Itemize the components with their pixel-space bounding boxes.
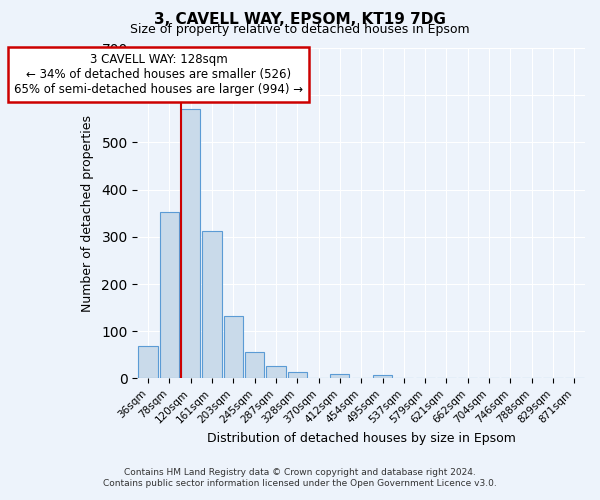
Text: 3 CAVELL WAY: 128sqm
← 34% of detached houses are smaller (526)
65% of semi-deta: 3 CAVELL WAY: 128sqm ← 34% of detached h…: [14, 52, 303, 96]
Text: 3, CAVELL WAY, EPSOM, KT19 7DG: 3, CAVELL WAY, EPSOM, KT19 7DG: [154, 12, 446, 28]
Bar: [287, 372, 307, 378]
Bar: [224, 316, 243, 378]
Bar: [202, 231, 221, 378]
Bar: [160, 212, 179, 378]
Bar: [331, 374, 349, 378]
Text: Size of property relative to detached houses in Epsom: Size of property relative to detached ho…: [130, 22, 470, 36]
Bar: [266, 366, 286, 378]
Text: Contains HM Land Registry data © Crown copyright and database right 2024.
Contai: Contains HM Land Registry data © Crown c…: [103, 468, 497, 487]
Bar: [373, 374, 392, 378]
Y-axis label: Number of detached properties: Number of detached properties: [82, 114, 94, 312]
Bar: [245, 352, 264, 378]
Bar: [181, 110, 200, 378]
X-axis label: Distribution of detached houses by size in Epsom: Distribution of detached houses by size …: [207, 432, 515, 445]
Bar: [139, 346, 158, 378]
